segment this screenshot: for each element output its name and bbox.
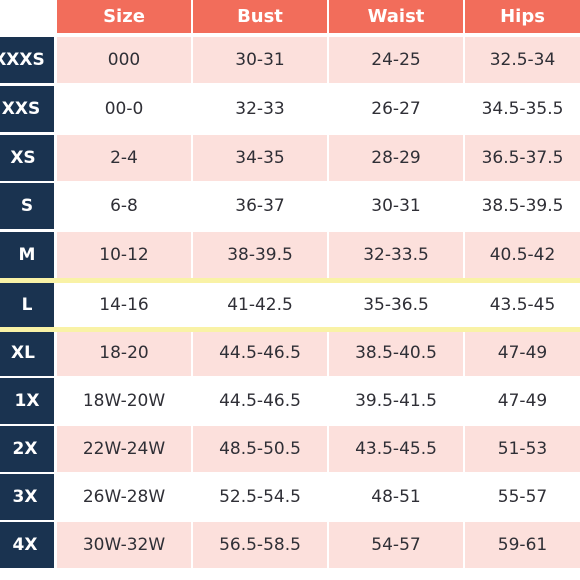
table-cell-hips: 47-49 bbox=[465, 378, 580, 424]
table-cell-waist: 26-27 bbox=[329, 86, 463, 132]
table-cell-waist: 28-29 bbox=[329, 135, 463, 181]
table-cell-hips: 55-57 bbox=[465, 474, 580, 520]
table-cell-size: 18W-20W bbox=[57, 378, 191, 424]
header-size: Size bbox=[57, 0, 191, 33]
table-cell-bust: 36-37 bbox=[193, 183, 327, 229]
table-cell-size: 30W-32W bbox=[57, 522, 191, 568]
size-label: 2X bbox=[0, 426, 54, 472]
table-cell-hips: 59-61 bbox=[465, 522, 580, 568]
table-cell-size: 22W-24W bbox=[57, 426, 191, 472]
table-cell-size: 26W-28W bbox=[57, 474, 191, 520]
table-cell-bust: 38-39.5 bbox=[193, 232, 327, 278]
size-label-text: XL bbox=[11, 343, 35, 363]
size-label-text: XXS bbox=[1, 99, 41, 119]
table-cell-bust: 30-31 bbox=[193, 37, 327, 83]
size-label: 3X bbox=[0, 474, 54, 520]
size-label: S bbox=[0, 183, 54, 229]
size-label: 1X bbox=[0, 378, 54, 424]
table-cell-bust: 44.5-46.5 bbox=[193, 378, 327, 424]
size-label: XL bbox=[0, 330, 54, 376]
table-cell-hips: 43.5-45 bbox=[465, 282, 580, 328]
highlight-line bbox=[0, 327, 580, 332]
table-cell-size: 18-20 bbox=[57, 330, 191, 376]
size-label-text: 2X bbox=[12, 439, 38, 459]
size-label-text: 3X bbox=[12, 487, 38, 507]
table-cell-size: 000 bbox=[57, 37, 191, 83]
table-cell-bust: 56.5-58.5 bbox=[193, 522, 327, 568]
table-cell-waist: 38.5-40.5 bbox=[329, 330, 463, 376]
table-cell-waist: 43.5-45.5 bbox=[329, 426, 463, 472]
table-cell-waist: 30-31 bbox=[329, 183, 463, 229]
table-cell-hips: 32.5-34 bbox=[465, 37, 580, 83]
table-cell-waist: 54-57 bbox=[329, 522, 463, 568]
table-cell-hips: 40.5-42 bbox=[465, 232, 580, 278]
table-cell-hips: 34.5-35.5 bbox=[465, 86, 580, 132]
table-cell-hips: 36.5-37.5 bbox=[465, 135, 580, 181]
table-cell-size: 6-8 bbox=[57, 183, 191, 229]
size-label-text: S bbox=[20, 196, 34, 216]
table-cell-size: 00-0 bbox=[57, 86, 191, 132]
header-bust: Bust bbox=[193, 0, 327, 33]
size-label-text: L bbox=[21, 295, 33, 315]
size-label-text: 1X bbox=[14, 391, 40, 411]
table-cell-bust: 44.5-46.5 bbox=[193, 330, 327, 376]
highlight-line bbox=[0, 278, 580, 283]
size-label-text: 4X bbox=[12, 535, 38, 555]
size-label-text: XXXS bbox=[0, 50, 45, 70]
size-label-text: XS bbox=[10, 148, 36, 168]
table-cell-bust: 41-42.5 bbox=[193, 282, 327, 328]
size-label: XXS bbox=[0, 86, 54, 132]
table-cell-size: 14-16 bbox=[57, 282, 191, 328]
table-cell-bust: 52.5-54.5 bbox=[193, 474, 327, 520]
header-waist: Waist bbox=[329, 0, 463, 33]
table-cell-bust: 48.5-50.5 bbox=[193, 426, 327, 472]
table-cell-size: 2-4 bbox=[57, 135, 191, 181]
table-cell-size: 10-12 bbox=[57, 232, 191, 278]
table-cell-hips: 38.5-39.5 bbox=[465, 183, 580, 229]
table-cell-bust: 32-33 bbox=[193, 86, 327, 132]
table-cell-waist: 35-36.5 bbox=[329, 282, 463, 328]
table-cell-waist: 39.5-41.5 bbox=[329, 378, 463, 424]
size-label: M bbox=[0, 232, 54, 278]
size-label: 4X bbox=[0, 522, 54, 568]
table-cell-bust: 34-35 bbox=[193, 135, 327, 181]
size-label: XXXS bbox=[0, 37, 54, 83]
table-cell-waist: 24-25 bbox=[329, 37, 463, 83]
table-cell-hips: 47-49 bbox=[465, 330, 580, 376]
table-cell-waist: 32-33.5 bbox=[329, 232, 463, 278]
size-label-text: M bbox=[18, 245, 36, 265]
table-cell-waist: 48-51 bbox=[329, 474, 463, 520]
header-hips: Hips bbox=[465, 0, 580, 33]
size-label: XS bbox=[0, 135, 54, 181]
table-cell-hips: 51-53 bbox=[465, 426, 580, 472]
size-label: L bbox=[0, 282, 54, 328]
